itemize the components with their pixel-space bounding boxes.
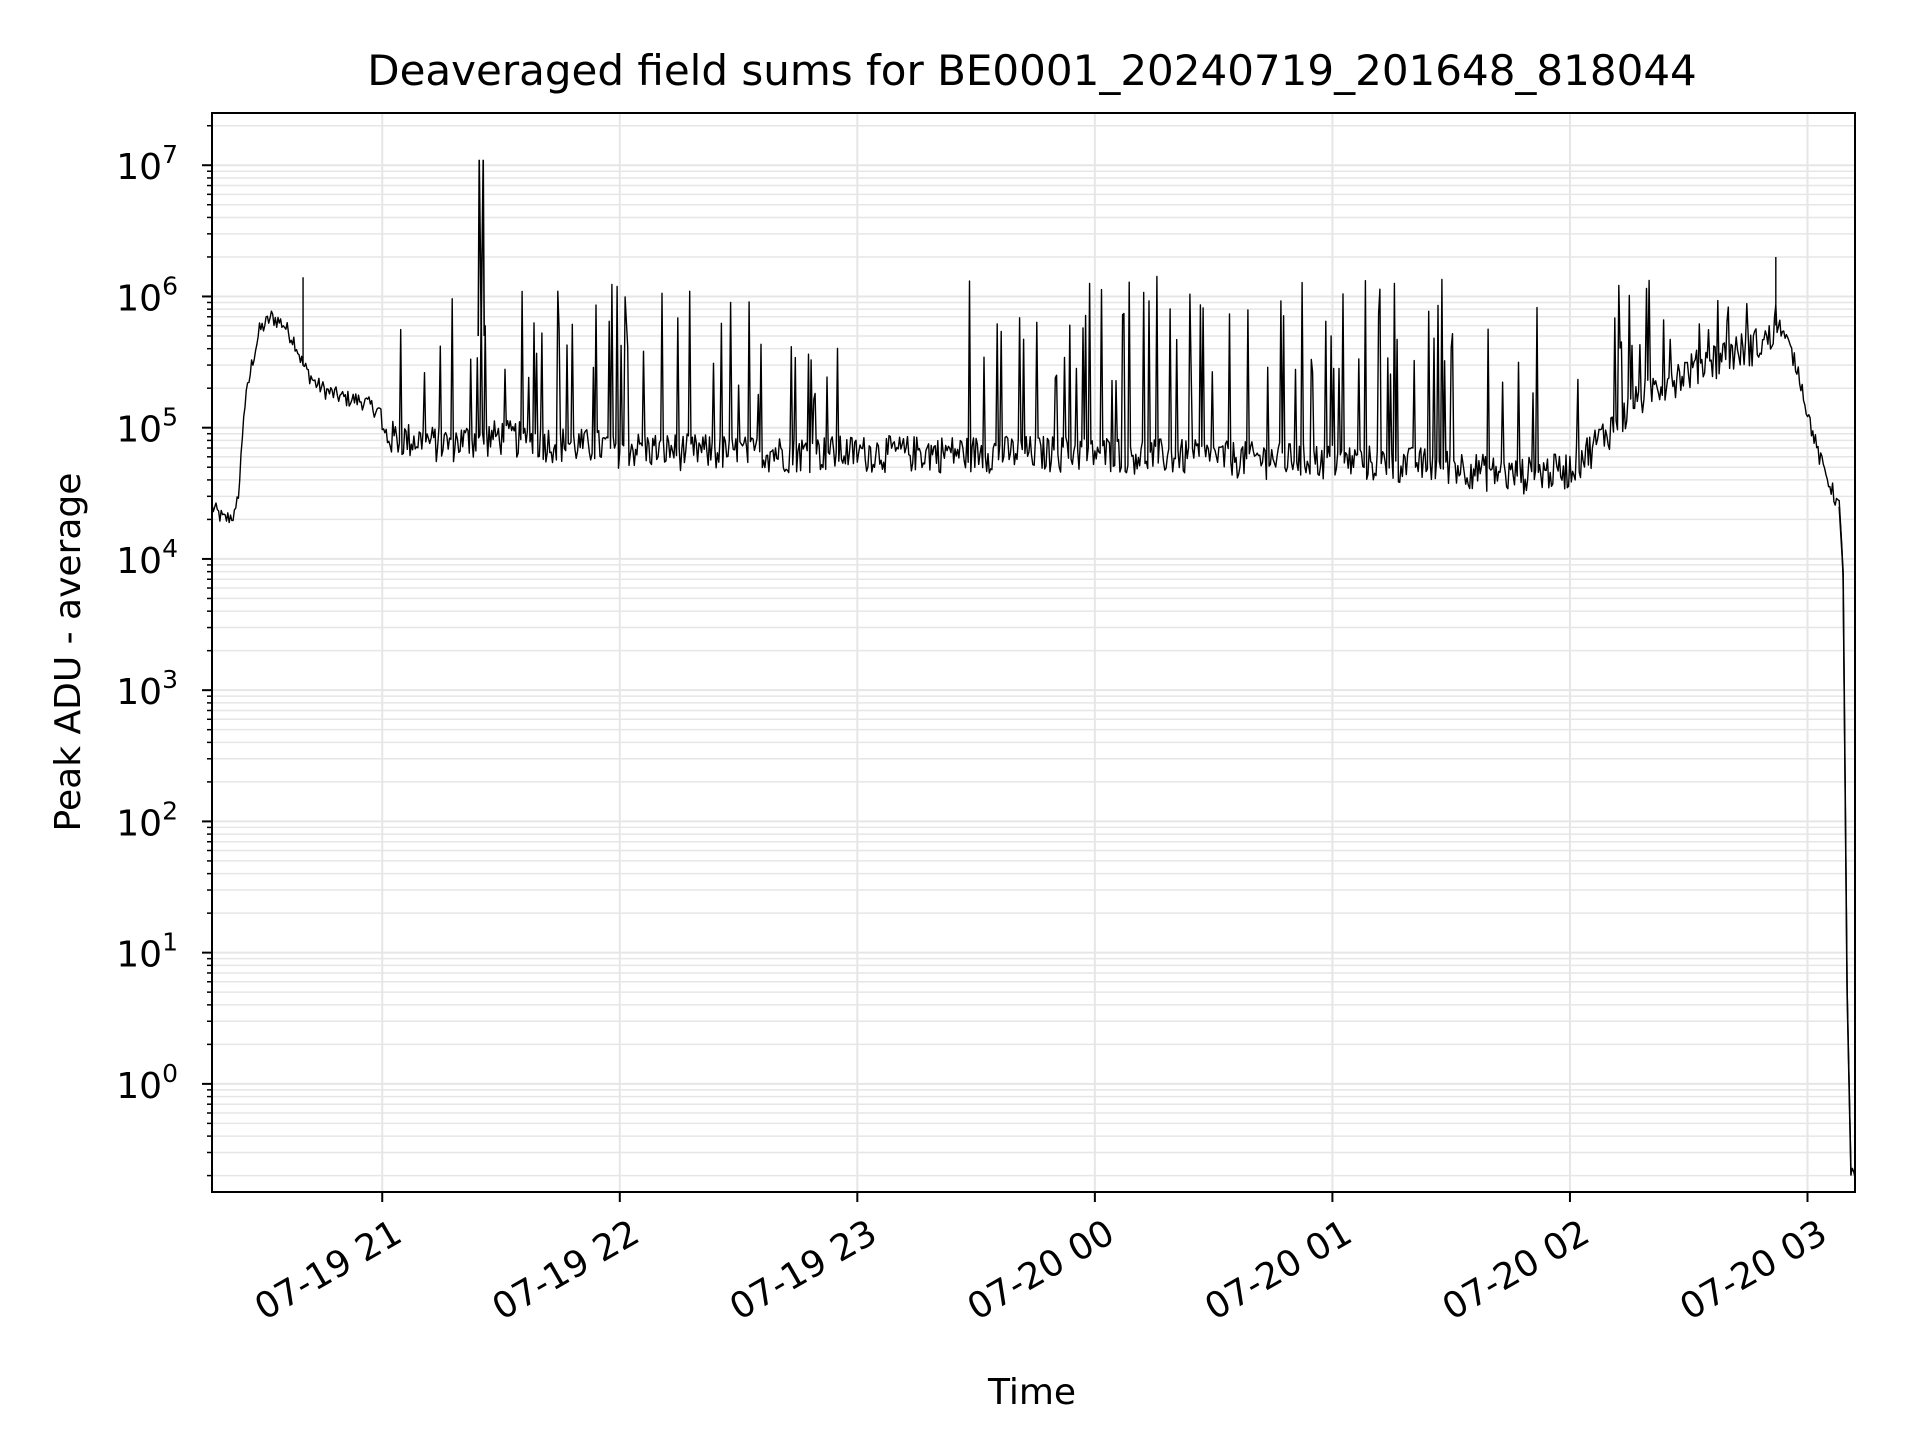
y-tick-label: 100 xyxy=(116,1059,178,1107)
data-series xyxy=(211,159,1856,1178)
y-axis-label: Peak ADU - average xyxy=(48,473,89,832)
y-tick-label: 103 xyxy=(116,665,178,713)
series-line xyxy=(211,275,1856,1178)
y-tick-label: 105 xyxy=(116,403,178,451)
series-spike xyxy=(477,159,486,336)
chart-title: Deaveraged field sums for BE0001_2024071… xyxy=(367,46,1697,95)
y-tick-label: 101 xyxy=(116,928,178,976)
y-tick-label: 107 xyxy=(116,140,178,188)
y-tick-label: 102 xyxy=(116,796,178,844)
y-tick-label: 106 xyxy=(116,271,178,319)
y-tick-label: 104 xyxy=(116,534,178,582)
x-axis-label: Time xyxy=(987,1372,1076,1413)
series-tail xyxy=(1838,506,1852,1176)
y-axis-ticks: 100 101 102 103 104 105 106 107 xyxy=(116,124,212,1177)
plot-frame xyxy=(211,112,1856,1193)
